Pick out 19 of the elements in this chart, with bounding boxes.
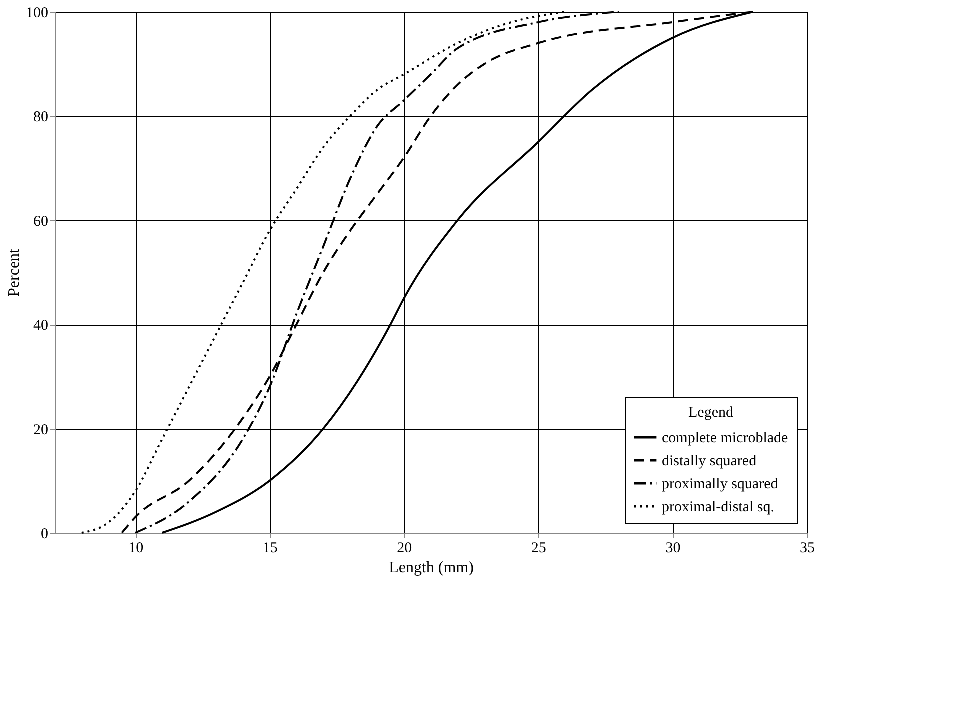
x-tick-label: 25 (531, 540, 546, 556)
x-tick-label: 30 (666, 540, 681, 556)
y-axis-title: Percent (6, 248, 23, 297)
y-tick-label: 80 (34, 110, 48, 126)
y-tick-label: 100 (26, 6, 48, 22)
legend-label: complete microblade (662, 430, 789, 446)
y-tick-label: 40 (34, 318, 48, 334)
y-tick-label: 60 (34, 214, 48, 230)
x-tick-label: 15 (262, 540, 278, 556)
legend-label: proximally squared (662, 476, 779, 492)
legend-title: Legend (688, 405, 734, 421)
y-tick-label: 0 (41, 526, 48, 542)
x-axis-title: Length (mm) (389, 560, 474, 576)
legend-label: distally squared (662, 454, 758, 470)
legend-label: proximal-distal sq. (662, 500, 774, 516)
x-tick-label: 20 (397, 540, 412, 556)
x-tick-label: 10 (128, 540, 144, 556)
x-tick-label: 35 (800, 540, 815, 556)
y-tick-label: 20 (34, 422, 48, 438)
